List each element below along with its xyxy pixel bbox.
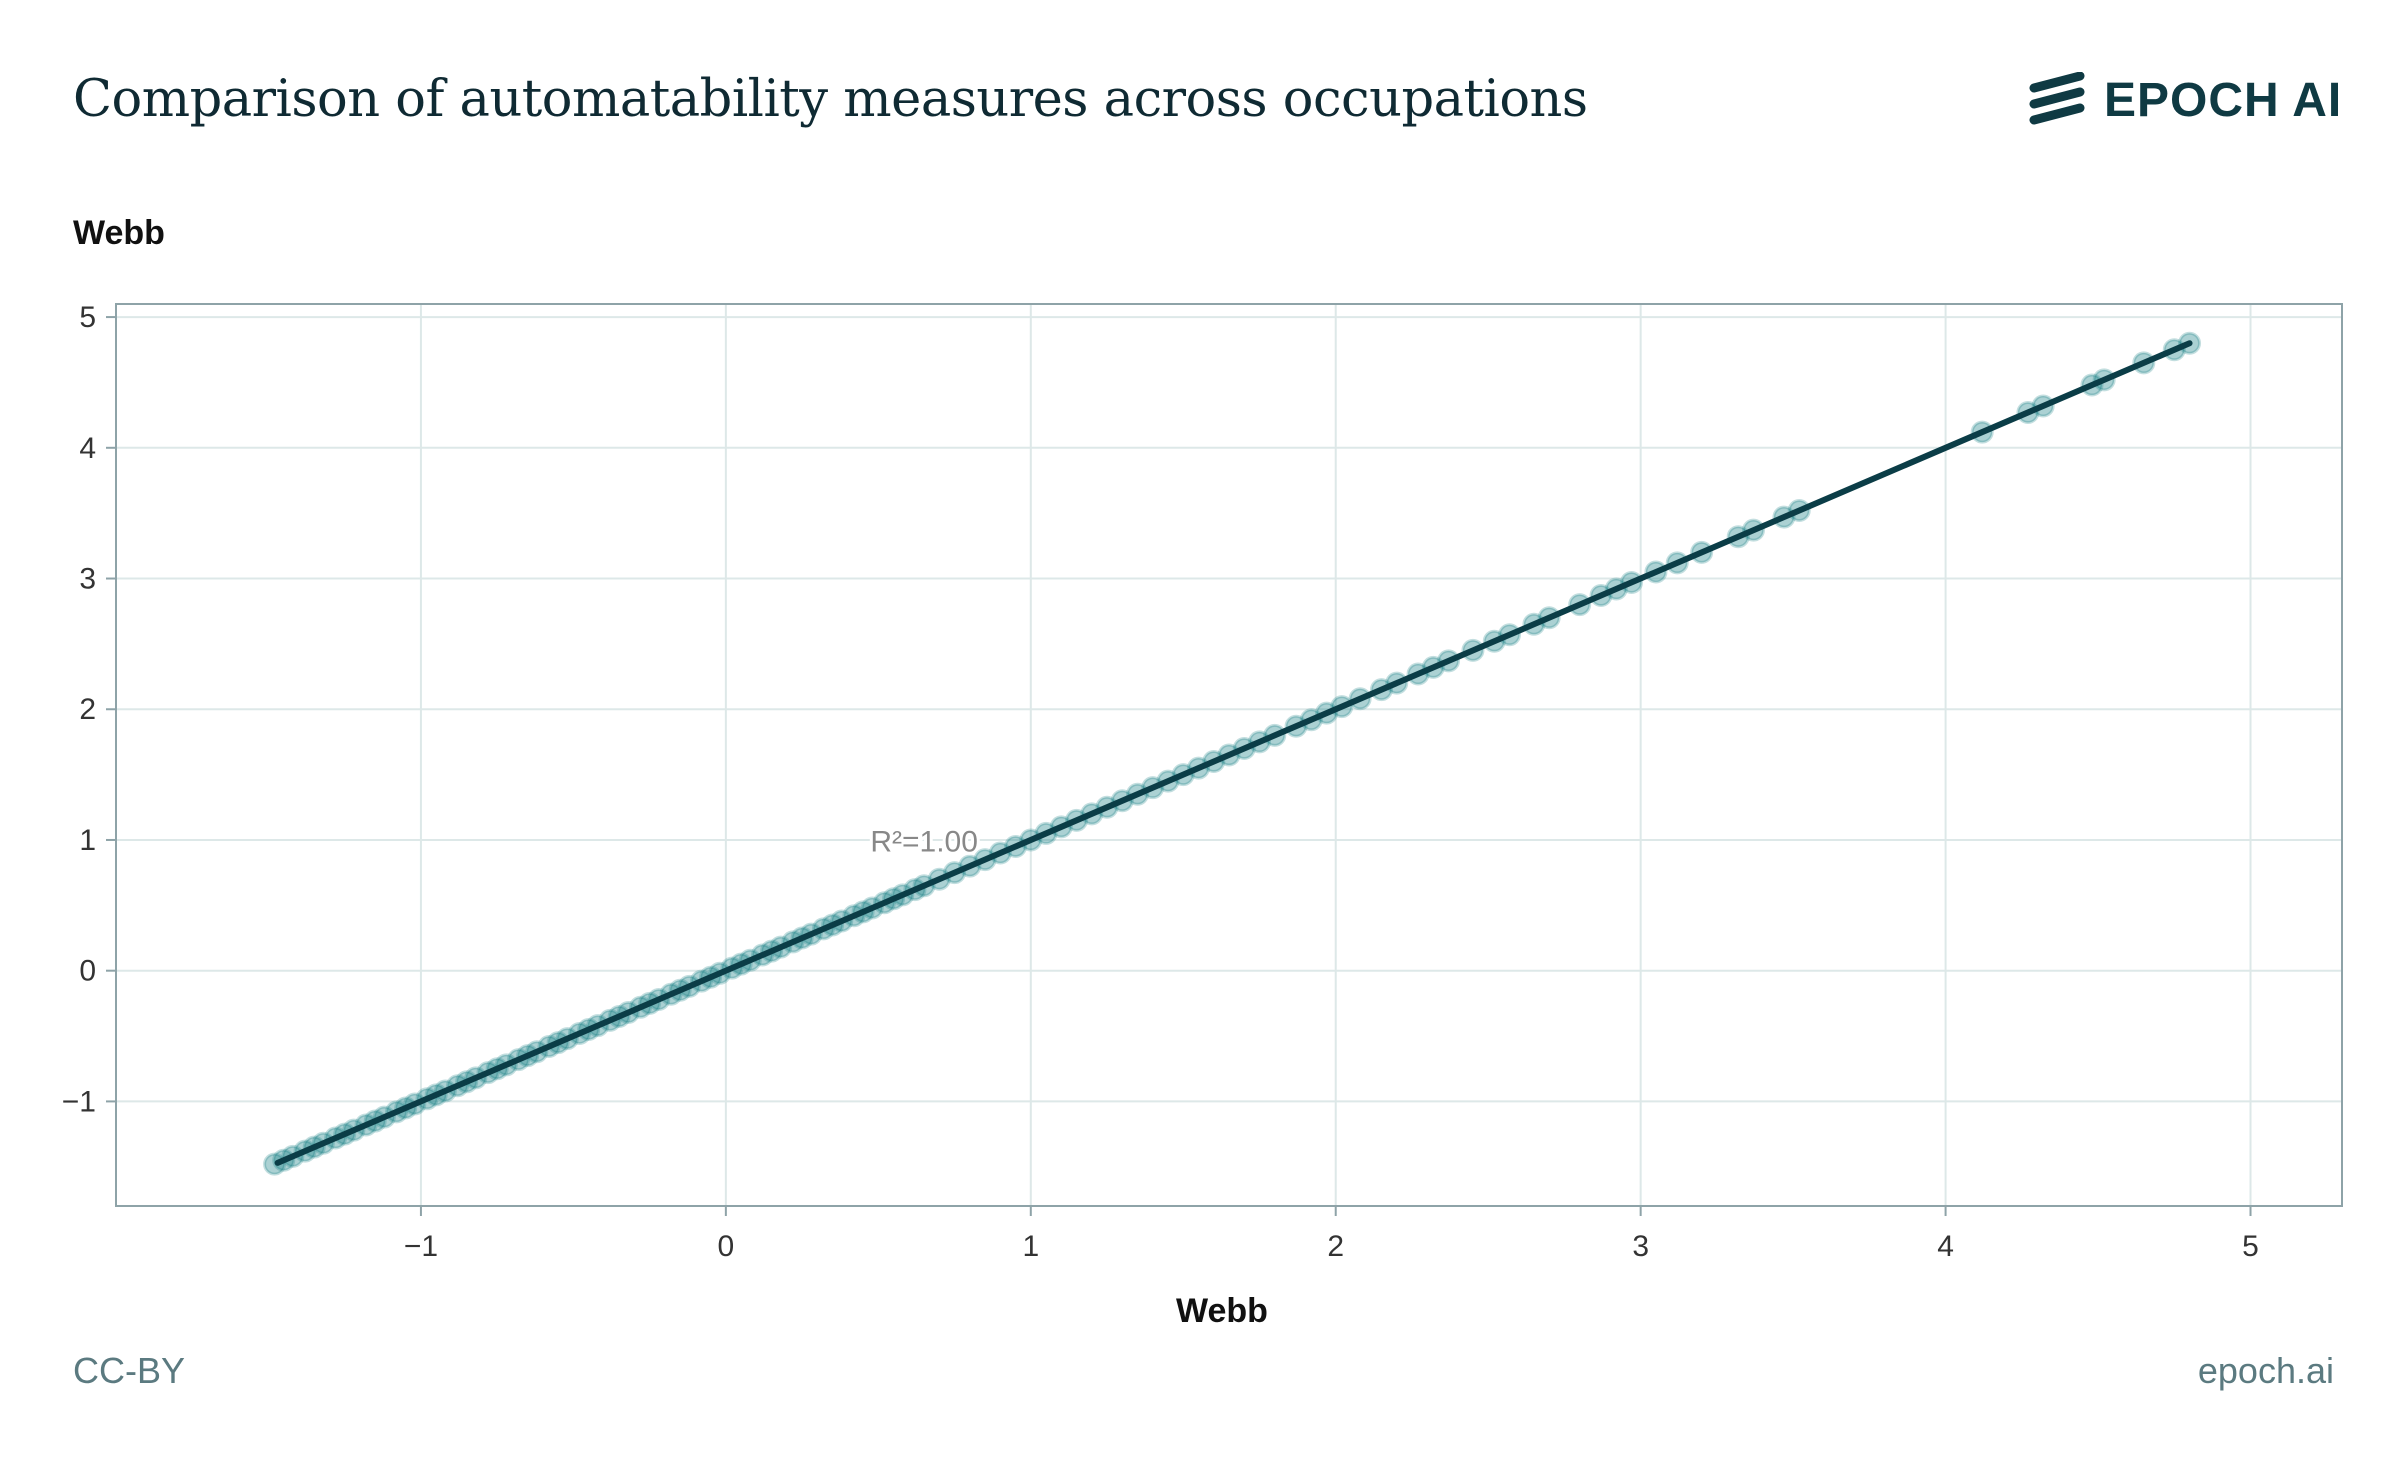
y-axis-title: Webb [73,214,165,252]
plot-frame [115,303,2343,1207]
x-tick-label: 3 [1632,1230,1649,1263]
logo-stripes-icon [2029,72,2085,125]
license-label: CC-BY [73,1350,186,1391]
x-axis-title: Webb [1176,1292,1268,1330]
x-tick-label: 0 [718,1230,735,1263]
y-tick-label: 2 [79,693,96,726]
r-squared-annotation: R²=1.00 [870,826,978,859]
x-tick-label: 4 [1937,1230,1954,1263]
x-tick-label: 5 [2242,1230,2259,1263]
y-tick-label: 1 [79,824,96,857]
y-tick-label: 0 [79,955,96,988]
epoch-ai-logo[interactable]: EPOCH AI [2028,70,2342,130]
grid-lines [116,304,2342,1206]
x-tick-label: 2 [1327,1230,1344,1263]
axis-ticks: −1 0 1 2 3 4 5 −1 0 1 2 3 4 5 [62,301,2259,1263]
annotation-layer: R²=1.00 [867,823,981,862]
x-tick-label: −1 [404,1230,438,1263]
fit-line [274,340,2193,1166]
y-tick-label: −1 [62,1085,96,1118]
chart-title: Comparison of automatability measures ac… [73,70,1588,129]
logo-text: EPOCH AI [2104,73,2343,127]
site-link[interactable]: epoch.ai [2197,1350,2334,1391]
y-tick-label: 5 [79,301,96,334]
x-tick-label: 1 [1022,1230,1039,1263]
y-tick-label: 3 [79,563,96,596]
y-tick-label: 4 [79,432,96,465]
